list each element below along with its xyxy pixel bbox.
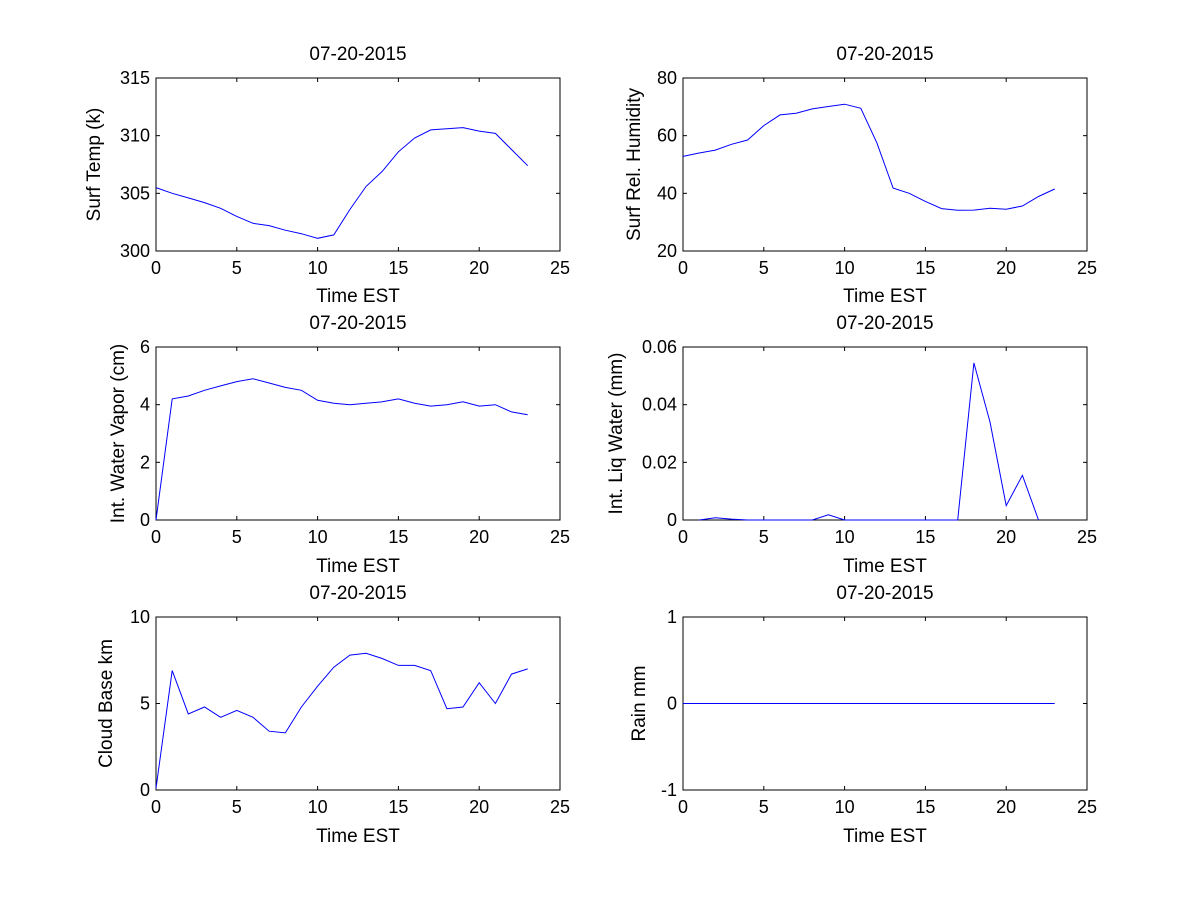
x-tick-label: 25	[550, 258, 570, 278]
y-tick-label: 0	[140, 780, 150, 800]
x-axis-label: Time EST	[843, 286, 927, 307]
x-tick-label: 20	[996, 797, 1016, 817]
x-tick-label: 0	[678, 797, 688, 817]
x-tick-label: 5	[759, 527, 769, 547]
y-axis-label: Surf Temp (k)	[84, 108, 105, 222]
x-tick-label: 25	[550, 527, 570, 547]
y-tick-label: 2	[140, 452, 150, 472]
y-axis-label: Cloud Base km	[96, 639, 117, 768]
x-tick-label: 25	[1077, 527, 1097, 547]
x-axis-label: Time EST	[843, 826, 927, 847]
x-tick-label: 15	[915, 527, 935, 547]
y-axis-label: Rain mm	[629, 665, 650, 741]
panel-title: 07-20-2015	[309, 44, 406, 65]
x-tick-label: 15	[915, 797, 935, 817]
y-tick-label: 20	[657, 241, 677, 261]
x-tick-label: 20	[469, 797, 489, 817]
series-line	[155, 127, 529, 239]
plot-area-frame	[155, 77, 561, 252]
y-tick-label: 305	[120, 183, 150, 203]
x-tick-label: 5	[759, 797, 769, 817]
x-tick-label: 20	[469, 527, 489, 547]
panel-surf-rel-humidity: 0 5 10 15 20 25 20 40 60 80 07-20-2015 Time EST S…	[624, 44, 1097, 307]
y-tick-label: -1	[661, 780, 677, 800]
plot-area-frame	[155, 616, 561, 791]
y-tick-label: 80	[657, 68, 677, 88]
x-tick-label: 15	[388, 527, 408, 547]
x-axis-label: Time EST	[843, 556, 927, 577]
series-line	[155, 652, 528, 789]
y-axis-label: Surf Rel. Humidity	[624, 87, 645, 241]
x-tick-label: 25	[550, 797, 570, 817]
panel-int-liq-water: 0 5 10 15 20 25 0 0.02 0.04 0.06 07-20-2015 Time …	[606, 313, 1097, 577]
y-tick-label: 0.04	[642, 395, 677, 415]
ticks-layer: 0 5 10 15 20 25 0 5 10	[130, 607, 570, 817]
y-tick-label: 0.02	[642, 452, 677, 472]
x-tick-label: 5	[232, 258, 242, 278]
y-tick-label: 5	[140, 694, 150, 714]
x-tick-label: 5	[232, 527, 242, 547]
y-tick-label: 60	[657, 126, 677, 146]
ticks-layer: 0 5 10 15 20 25 300 305 310 315	[120, 68, 570, 278]
plot-area-frame	[682, 346, 1088, 521]
x-tick-label: 25	[1077, 258, 1097, 278]
y-tick-label: 6	[140, 337, 150, 357]
x-tick-label: 0	[151, 258, 161, 278]
y-tick-label: 0.06	[642, 337, 677, 357]
x-tick-label: 20	[996, 258, 1016, 278]
panel-rain: 0 5 10 15 20 25-101 07-20-2015 Time EST Rain …	[629, 583, 1097, 847]
x-tick-label: 15	[388, 797, 408, 817]
x-axis-label: Time EST	[316, 286, 400, 307]
ticks-layer: 0 5 10 15 20 25 20 40 60 80	[657, 68, 1097, 278]
y-tick-label: 0	[667, 510, 677, 530]
x-tick-label: 10	[308, 797, 328, 817]
x-tick-label: 10	[835, 258, 855, 278]
x-tick-label: 0	[151, 797, 161, 817]
series-line	[155, 378, 528, 521]
x-tick-label: 5	[759, 258, 769, 278]
plot-area-frame	[682, 77, 1088, 252]
x-tick-label: 0	[678, 527, 688, 547]
panel-title: 07-20-2015	[836, 44, 933, 65]
panel-cloud-base: 0 5 10 15 20 25 0 5 10 07-20-2015 Time EST Cloud…	[96, 583, 570, 847]
y-tick-label: 0	[140, 510, 150, 530]
ticks-layer: 0 5 10 15 20 25 0 2 4 6	[140, 337, 570, 547]
x-tick-label: 15	[388, 258, 408, 278]
y-tick-label: 0	[667, 694, 677, 714]
plot-area-frame	[155, 346, 561, 521]
panel-title: 07-20-2015	[836, 313, 933, 334]
panel-title: 07-20-2015	[836, 583, 933, 604]
y-tick-label: 315	[120, 68, 150, 88]
y-axis-label: Int. Water Vapor (cm)	[108, 344, 129, 523]
x-tick-label: 5	[232, 797, 242, 817]
x-tick-label: 10	[835, 527, 855, 547]
x-axis-label: Time EST	[316, 556, 400, 577]
ticks-layer: 0 5 10 15 20 25 0 0.02 0.04 0.06	[642, 337, 1097, 547]
y-tick-label: 4	[140, 395, 150, 415]
panel-surf-temp: 0 5 10 15 20 25 300 305 310 315 07-20-2015 Time E…	[84, 44, 570, 307]
panel-title: 07-20-2015	[309, 583, 406, 604]
y-tick-label: 310	[120, 126, 150, 146]
y-tick-label: 300	[120, 241, 150, 261]
x-tick-label: 25	[1077, 797, 1097, 817]
panel-int-water-vapor: 0 5 10 15 20 25 0 2 4 6 07-20-2015 Time EST Int. …	[108, 313, 570, 577]
x-tick-label: 20	[996, 527, 1016, 547]
x-axis-label: Time EST	[316, 826, 400, 847]
x-tick-label: 0	[151, 527, 161, 547]
x-tick-label: 10	[308, 527, 328, 547]
y-axis-label: Int. Liq Water (mm)	[606, 353, 627, 515]
y-tick-label: 1	[667, 607, 677, 627]
x-tick-label: 20	[469, 258, 489, 278]
series-line	[682, 103, 1055, 211]
panel-title: 07-20-2015	[309, 313, 406, 334]
x-tick-label: 15	[915, 258, 935, 278]
series-line	[699, 362, 1039, 521]
x-tick-label: 10	[835, 797, 855, 817]
x-tick-label: 10	[308, 258, 328, 278]
y-tick-label: 10	[130, 607, 150, 627]
ticks-layer: 0 5 10 15 20 25-101	[661, 607, 1097, 817]
y-tick-label: 40	[657, 183, 677, 203]
x-tick-label: 0	[678, 258, 688, 278]
